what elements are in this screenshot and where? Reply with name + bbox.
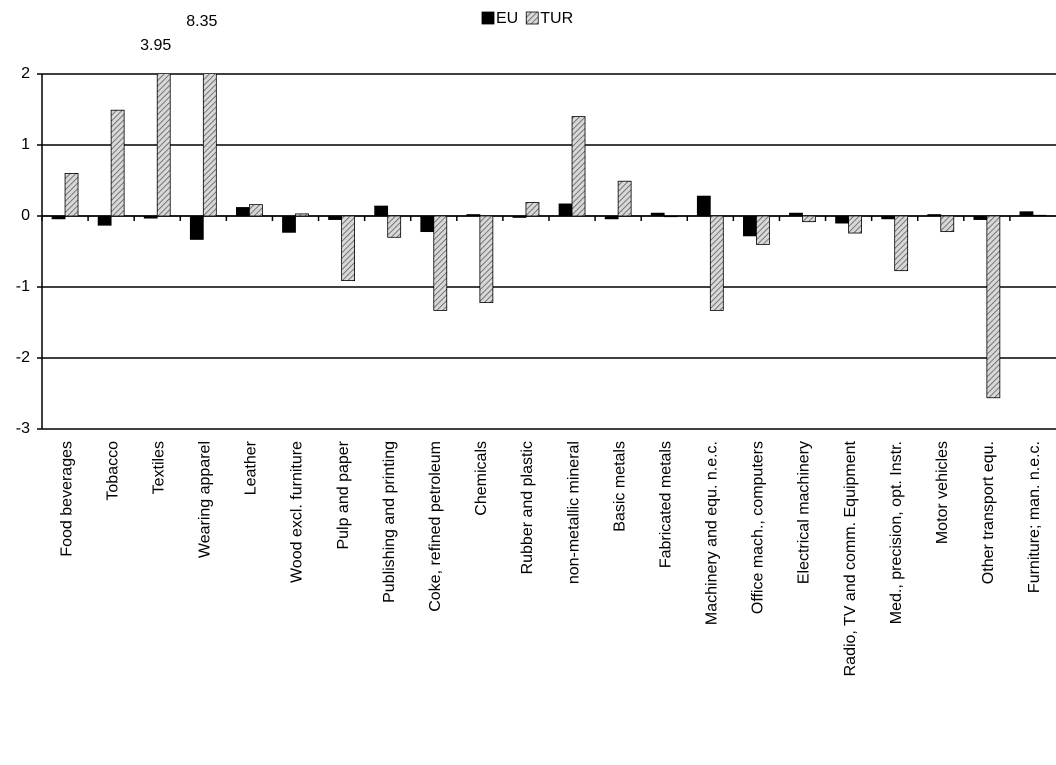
bar xyxy=(387,215,402,238)
y-tick-label: 1 xyxy=(21,136,30,153)
y-tick-label: -2 xyxy=(16,349,30,366)
bar xyxy=(650,212,665,217)
bar xyxy=(420,215,435,233)
bar xyxy=(696,195,711,217)
bar xyxy=(756,215,770,245)
bar xyxy=(525,202,540,217)
legend-label: EU xyxy=(496,10,518,27)
bar xyxy=(1032,214,1047,217)
x-tick-label: Chemicals xyxy=(473,441,490,516)
bar xyxy=(64,172,79,217)
bar xyxy=(512,215,527,218)
y-tick-label: 2 xyxy=(21,65,30,82)
y-tick-label: 0 xyxy=(21,207,30,224)
x-tick-label: Food beverages xyxy=(58,441,75,557)
bar xyxy=(110,109,125,217)
x-tick-label: Machinery and equ. n.e.c. xyxy=(704,441,721,625)
bar xyxy=(986,215,1001,399)
bar xyxy=(558,203,573,217)
bar xyxy=(571,116,586,217)
x-tick-label: Other transport equ. xyxy=(980,441,997,584)
bar xyxy=(617,180,632,217)
bar xyxy=(894,215,909,272)
bar xyxy=(249,204,263,217)
bar xyxy=(189,215,204,240)
x-tick-label: Furniture; man. n.e.c. xyxy=(1026,441,1043,593)
bar xyxy=(927,214,942,217)
bar xyxy=(202,74,217,217)
x-tick-label: Basic metals xyxy=(611,441,628,532)
x-tick-label: non-metallic mineral xyxy=(565,441,582,584)
y-tick-label: -3 xyxy=(16,420,30,437)
x-tick-label: Wood excl. furniture xyxy=(289,441,306,583)
x-tick-label: Tobacco xyxy=(104,441,121,501)
bar xyxy=(328,215,342,220)
value-label: 3.95 xyxy=(140,37,171,54)
bar xyxy=(282,215,296,233)
x-tick-label: Electrical machinery xyxy=(796,441,813,584)
x-tick-label: Rubber and plastic xyxy=(519,441,536,574)
legend-swatch xyxy=(481,11,495,25)
x-tick-label: Med., precision, opt. Instr. xyxy=(888,441,905,624)
value-label: 8.35 xyxy=(186,13,217,30)
legend-swatch xyxy=(525,11,539,25)
x-tick-label: Pulp and paper xyxy=(335,440,352,549)
bar xyxy=(97,215,112,226)
bar xyxy=(1019,211,1034,217)
bar xyxy=(789,212,803,217)
bar xyxy=(802,215,816,223)
bar xyxy=(940,215,955,233)
x-tick-label: Coke, refined petroleum xyxy=(427,441,444,612)
x-tick-label: Fabricated metals xyxy=(657,441,674,568)
legend-label: TUR xyxy=(540,10,573,27)
bar xyxy=(604,215,619,220)
x-tick-label: Wearing apparel xyxy=(197,441,214,558)
x-tick-label: Publishing and printing xyxy=(381,441,398,603)
x-tick-label: Leather xyxy=(243,440,260,495)
bar xyxy=(156,74,171,217)
bar xyxy=(341,215,355,282)
bar xyxy=(743,215,757,237)
x-tick-label: Motor vehicles xyxy=(934,441,951,544)
bar xyxy=(835,215,849,224)
bar xyxy=(973,215,988,220)
plot-area xyxy=(51,74,1047,399)
bar xyxy=(433,215,448,311)
bar xyxy=(466,214,481,217)
x-tick-label: Radio, TV and comm. Equipment xyxy=(842,440,859,676)
bar xyxy=(236,207,250,217)
bar xyxy=(143,215,158,219)
bar xyxy=(479,215,494,304)
x-tick-label: Office mach., computers xyxy=(750,441,767,614)
bar xyxy=(374,205,389,217)
bar xyxy=(848,215,862,234)
bar xyxy=(295,213,309,217)
x-tick-label: Textiles xyxy=(150,441,167,494)
bar xyxy=(881,215,896,220)
bar xyxy=(709,215,724,311)
y-tick-label: -1 xyxy=(16,278,30,295)
bar xyxy=(663,215,678,218)
bar xyxy=(51,215,66,220)
